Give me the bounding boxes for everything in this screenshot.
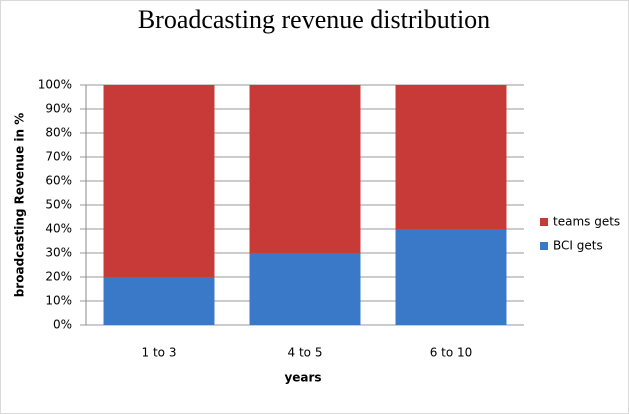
y-tick-label: 20% [45, 270, 72, 284]
bar-segment [395, 85, 507, 229]
bar-segment [395, 229, 507, 325]
y-tick-label: 40% [45, 222, 72, 236]
x-tick-label: 4 to 5 [288, 346, 323, 360]
x-tick-label: 6 to 10 [430, 346, 473, 360]
x-tick-label: 1 to 3 [142, 346, 177, 360]
legend-label: teams gets [553, 215, 620, 229]
legend-label: BCI gets [553, 239, 603, 253]
y-tick-label: 60% [45, 174, 72, 188]
y-tick-label: 80% [45, 126, 72, 140]
bar-segment [103, 85, 215, 277]
bar-segment [249, 85, 361, 253]
chart-title: Broadcasting revenue distribution [138, 5, 490, 34]
y-tick-label: 50% [45, 198, 72, 212]
x-axis-label: years [284, 371, 321, 385]
y-tick-label: 30% [45, 246, 72, 260]
y-axis-label: broadcasting Revenue in % [13, 113, 27, 298]
y-tick-label: 70% [45, 150, 72, 164]
bar-segment [249, 253, 361, 325]
legend-swatch [540, 242, 548, 250]
y-tick-label: 90% [45, 102, 72, 116]
y-tick-label: 10% [45, 294, 72, 308]
y-tick-label: 0% [53, 318, 72, 332]
bar-segment [103, 277, 215, 325]
y-tick-label: 100% [38, 78, 72, 92]
legend-swatch [540, 218, 548, 226]
